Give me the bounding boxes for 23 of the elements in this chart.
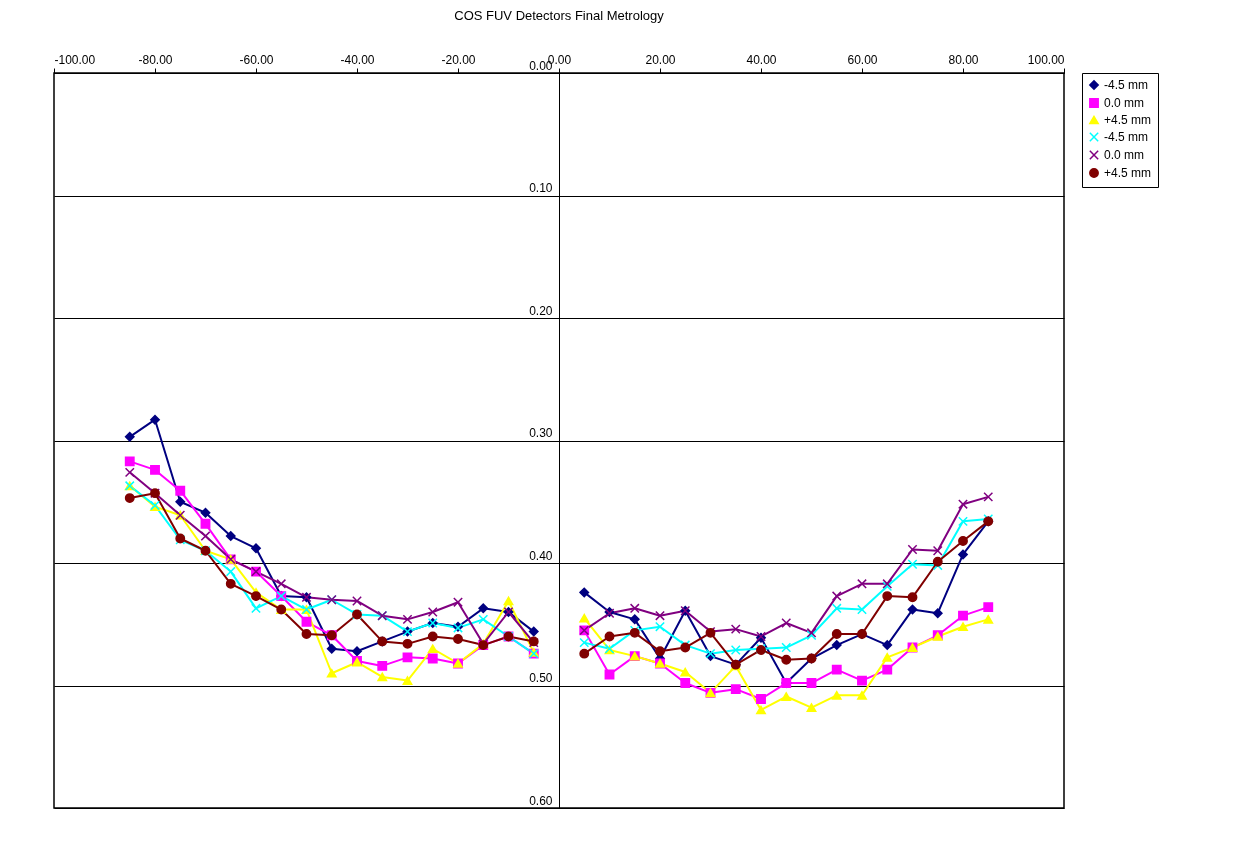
y-tick-label: 0.60: [529, 793, 553, 808]
chart-title: COS FUV Detectors Final Metrology: [454, 8, 665, 23]
x-tick-label: -20.00: [441, 52, 476, 67]
y-tick-label: 0.50: [529, 671, 553, 685]
x-tick-label: -60.00: [239, 52, 274, 67]
x-tick-label: 80.00: [948, 52, 979, 67]
legend-label: +4.5 mm: [1104, 166, 1152, 180]
x-tick-label: 40.00: [746, 52, 777, 67]
x-tick-label: 60.00: [847, 52, 878, 67]
y-tick-label: 0.40: [529, 548, 553, 563]
y-tick-label: 0.10: [529, 181, 553, 195]
legend-label: -4.5 mm: [1104, 78, 1149, 92]
x-tick-label: 20.00: [645, 52, 676, 67]
x-tick-label: -40.00: [340, 52, 375, 67]
x-tick-label: 100.00: [1027, 52, 1065, 67]
x-tick-label: -100.00: [54, 52, 96, 67]
x-tick-label: -80.00: [138, 52, 173, 67]
y-tick-label: 0.30: [529, 426, 553, 440]
legend-label: 0.0 mm: [1104, 96, 1145, 110]
legend-label: -4.5 mm: [1104, 130, 1149, 144]
legend-label: +4.5 mm: [1104, 113, 1152, 127]
legend-label: 0.0 mm: [1104, 148, 1145, 162]
y-tick-label: 0.20: [529, 303, 553, 318]
